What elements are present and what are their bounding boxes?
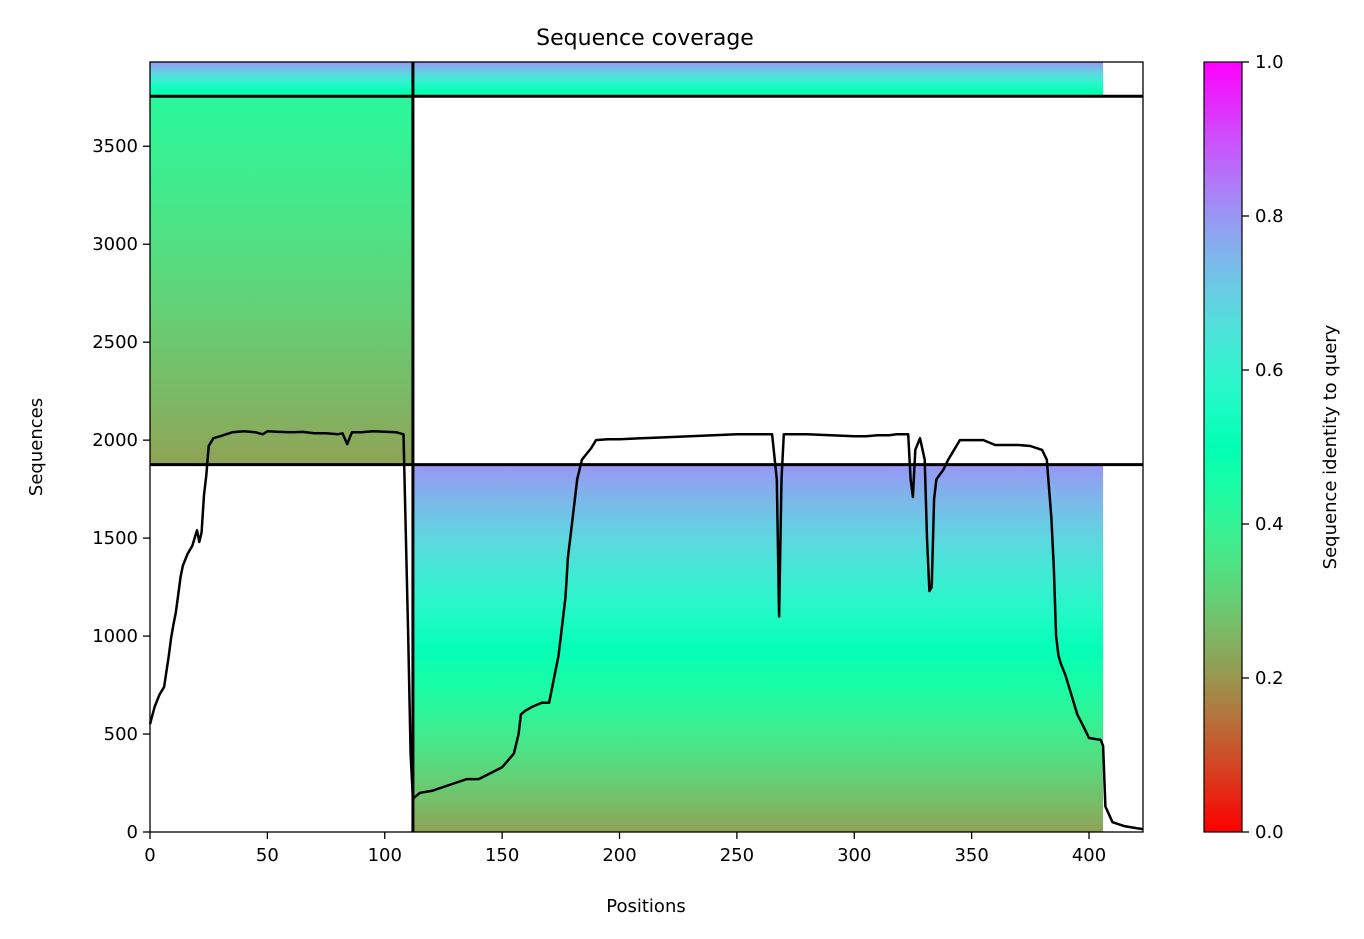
colorbar-tick-label: 0.0 [1255,822,1284,843]
chain-boundary-lines [150,62,1143,832]
colorbar-label: Sequence identity to query [1320,324,1341,569]
colorbar-tick-label: 0.2 [1255,668,1284,689]
coverage-line [148,430,1144,831]
heatmap-block [150,62,413,97]
colorbar-tick-label: 0.4 [1255,514,1284,535]
x-tick-label: 400 [1072,845,1106,866]
y-tick-label: 1500 [92,528,138,549]
colorbar-fill [1203,61,1243,833]
colorbar-ticks: 0.0 0.2 0.4 0.6 0.8 1.0 [1242,52,1284,843]
colorbar: 0.0 0.2 0.4 0.6 0.8 1.0 Sequence identity to … [1203,52,1341,843]
x-axis-ticks: 0 50 100 150 200 250 300 350 400 [144,832,1106,866]
x-tick-label: 150 [485,845,519,866]
x-tick-label: 250 [720,845,754,866]
y-tick-label: 2000 [92,430,138,451]
plot-frame [149,61,1144,833]
heatmap-block [150,96,413,465]
heatmap-block [412,464,1104,832]
colorbar-tick-label: 0.8 [1255,206,1284,227]
y-tick-label: 0 [127,822,138,843]
x-tick-label: 100 [368,845,402,866]
y-tick-label: 1000 [92,626,138,647]
chart-title: Sequence coverage [536,26,754,51]
plot-area [148,61,1144,833]
x-tick-label: 0 [144,845,155,866]
y-tick-label: 2500 [92,332,138,353]
heatmap-block [412,62,1104,97]
colorbar-tick-label: 1.0 [1255,52,1284,73]
x-tick-label: 50 [256,845,279,866]
y-tick-label: 500 [104,724,138,745]
x-tick-label: 300 [837,845,871,866]
y-axis-label: Sequences [26,398,47,496]
identity-heatmap-blocks [150,62,1104,832]
x-tick-label: 350 [954,845,988,866]
y-tick-label: 3000 [92,234,138,255]
x-axis-label: Positions [606,896,685,917]
y-axis-ticks: 0 500 1000 1500 2000 2500 3000 3500 [92,136,150,843]
x-tick-label: 200 [602,845,636,866]
y-tick-label: 3500 [92,136,138,157]
colorbar-tick-label: 0.6 [1255,360,1284,381]
